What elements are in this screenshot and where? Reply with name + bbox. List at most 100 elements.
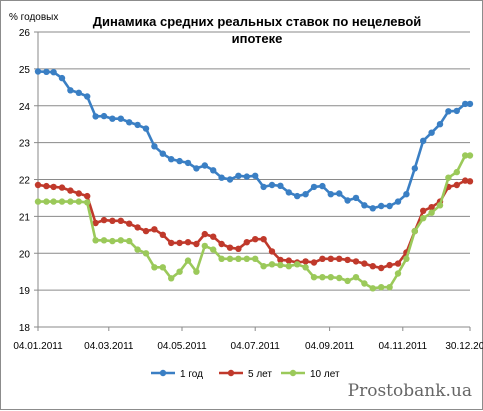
data-point: [176, 239, 183, 247]
y-tick-label: 24: [19, 102, 31, 113]
data-point: [352, 194, 360, 202]
data-point: [352, 258, 360, 265]
y-tick-label: 22: [19, 176, 31, 187]
data-point: [159, 231, 166, 238]
data-point: [378, 202, 385, 210]
data-point: [369, 263, 376, 270]
data-point: [201, 162, 208, 169]
data-point: [302, 191, 309, 198]
data-point: [420, 137, 427, 144]
data-point: [361, 260, 368, 267]
data-point: [302, 258, 309, 265]
data-point: [294, 192, 301, 200]
data-point: [260, 183, 267, 191]
data-point: [386, 261, 393, 269]
y-tick-label: 25: [19, 65, 31, 76]
data-point: [100, 216, 108, 224]
legend-label: 5 лет: [248, 369, 272, 380]
data-point: [344, 256, 351, 264]
y-axis-label: % годовых: [9, 12, 58, 23]
data-point: [109, 237, 116, 245]
data-point: [378, 284, 385, 291]
series-layer: [34, 68, 474, 292]
watermark: Prostobank.ua: [347, 381, 472, 401]
data-point: [268, 261, 276, 268]
data-point: [75, 198, 83, 205]
data-point: [394, 270, 402, 277]
legend-label: 1 год: [180, 369, 203, 380]
data-point: [462, 152, 469, 159]
data-point: [151, 143, 158, 150]
data-point: [151, 264, 158, 271]
data-point: [361, 280, 368, 287]
data-point: [126, 119, 133, 126]
data-point: [352, 274, 360, 281]
chart-title-line: ипотеке: [232, 31, 283, 46]
data-point: [50, 69, 57, 76]
data-point: [184, 159, 192, 167]
data-point: [285, 263, 292, 270]
data-point: [201, 242, 208, 250]
data-point: [277, 256, 284, 264]
data-point: [420, 207, 427, 214]
data-point: [428, 209, 435, 216]
data-point: [117, 115, 125, 122]
data-point: [336, 190, 343, 197]
data-point: [394, 198, 402, 205]
data-point: [84, 192, 91, 200]
data-point: [43, 182, 50, 190]
data-point: [310, 259, 318, 266]
data-point: [466, 178, 474, 185]
grid: [38, 31, 470, 328]
data-point: [201, 230, 208, 238]
data-point: [428, 204, 435, 211]
data-point: [168, 156, 175, 163]
data-point: [50, 183, 57, 191]
data-point: [142, 250, 150, 257]
data-point: [84, 199, 91, 206]
data-point: [344, 197, 351, 204]
data-point: [252, 236, 259, 243]
data-point: [159, 150, 166, 157]
data-point: [109, 217, 116, 224]
data-point: [43, 198, 50, 205]
x-tick-label: 04.01.2011: [13, 341, 63, 352]
data-point: [84, 93, 91, 100]
data-point: [336, 255, 343, 262]
data-point: [445, 174, 452, 181]
data-point: [235, 245, 242, 252]
data-point: [218, 240, 225, 248]
data-point: [67, 198, 74, 205]
y-axis: 18 19 20 21 22 23 24 25 26: [19, 28, 39, 334]
data-point: [75, 190, 83, 197]
data-point: [226, 255, 234, 262]
data-point: [193, 268, 200, 275]
legend: 1 год 5 лет 10 лет: [151, 369, 340, 380]
data-point: [344, 277, 351, 285]
data-point: [58, 198, 66, 205]
data-point: [176, 268, 183, 275]
data-point: [327, 255, 334, 262]
data-point: [369, 285, 376, 292]
data-point: [126, 237, 133, 245]
data-point: [319, 255, 326, 262]
y-tick-label: 26: [19, 28, 31, 39]
data-point: [58, 74, 66, 82]
legend-swatch-marker: [159, 369, 167, 377]
data-point: [50, 198, 57, 205]
data-point: [226, 176, 234, 183]
data-point: [193, 165, 200, 172]
data-point: [268, 181, 276, 189]
data-point: [252, 255, 259, 262]
data-point: [268, 248, 276, 255]
data-point: [75, 89, 83, 97]
data-point: [176, 157, 183, 165]
data-point: [386, 202, 393, 210]
data-point: [117, 217, 125, 224]
data-point: [126, 220, 133, 227]
x-axis: 04.01.2011 04.03.2011 04.05.2011 04.07.2011…: [13, 327, 483, 352]
data-point: [92, 113, 99, 120]
data-point: [327, 191, 334, 198]
